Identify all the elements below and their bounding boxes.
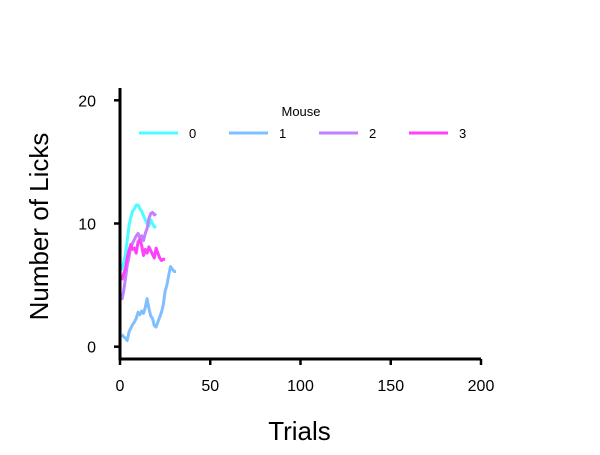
legend-label-1: 1: [279, 126, 286, 141]
y-tick-label: 0: [87, 340, 96, 357]
series-line-0: [120, 203, 157, 271]
series-line-1: [120, 265, 176, 342]
x-tick-label: 150: [377, 378, 404, 395]
x-tick-label: 0: [116, 378, 125, 395]
x-tick-label: 100: [287, 378, 314, 395]
x-tick-label: 200: [468, 378, 495, 395]
legend-label-2: 2: [369, 126, 376, 141]
y-axis-label: Number of Licks: [24, 133, 54, 321]
series-line-3: [120, 238, 166, 281]
y-tick-label: 20: [78, 93, 96, 110]
legend-label-3: 3: [459, 126, 466, 141]
legend: Mouse 0 1 2 3: [139, 104, 466, 141]
x-tick-label: 50: [201, 378, 219, 395]
series-layer: [120, 203, 176, 342]
axes: [118, 88, 481, 361]
legend-label-0: 0: [189, 126, 196, 141]
legend-title: Mouse: [281, 104, 320, 119]
legend-items: 0 1 2 3: [139, 126, 466, 141]
y-tick-label: 10: [78, 217, 96, 234]
x-axis-label: Trials: [268, 416, 331, 446]
